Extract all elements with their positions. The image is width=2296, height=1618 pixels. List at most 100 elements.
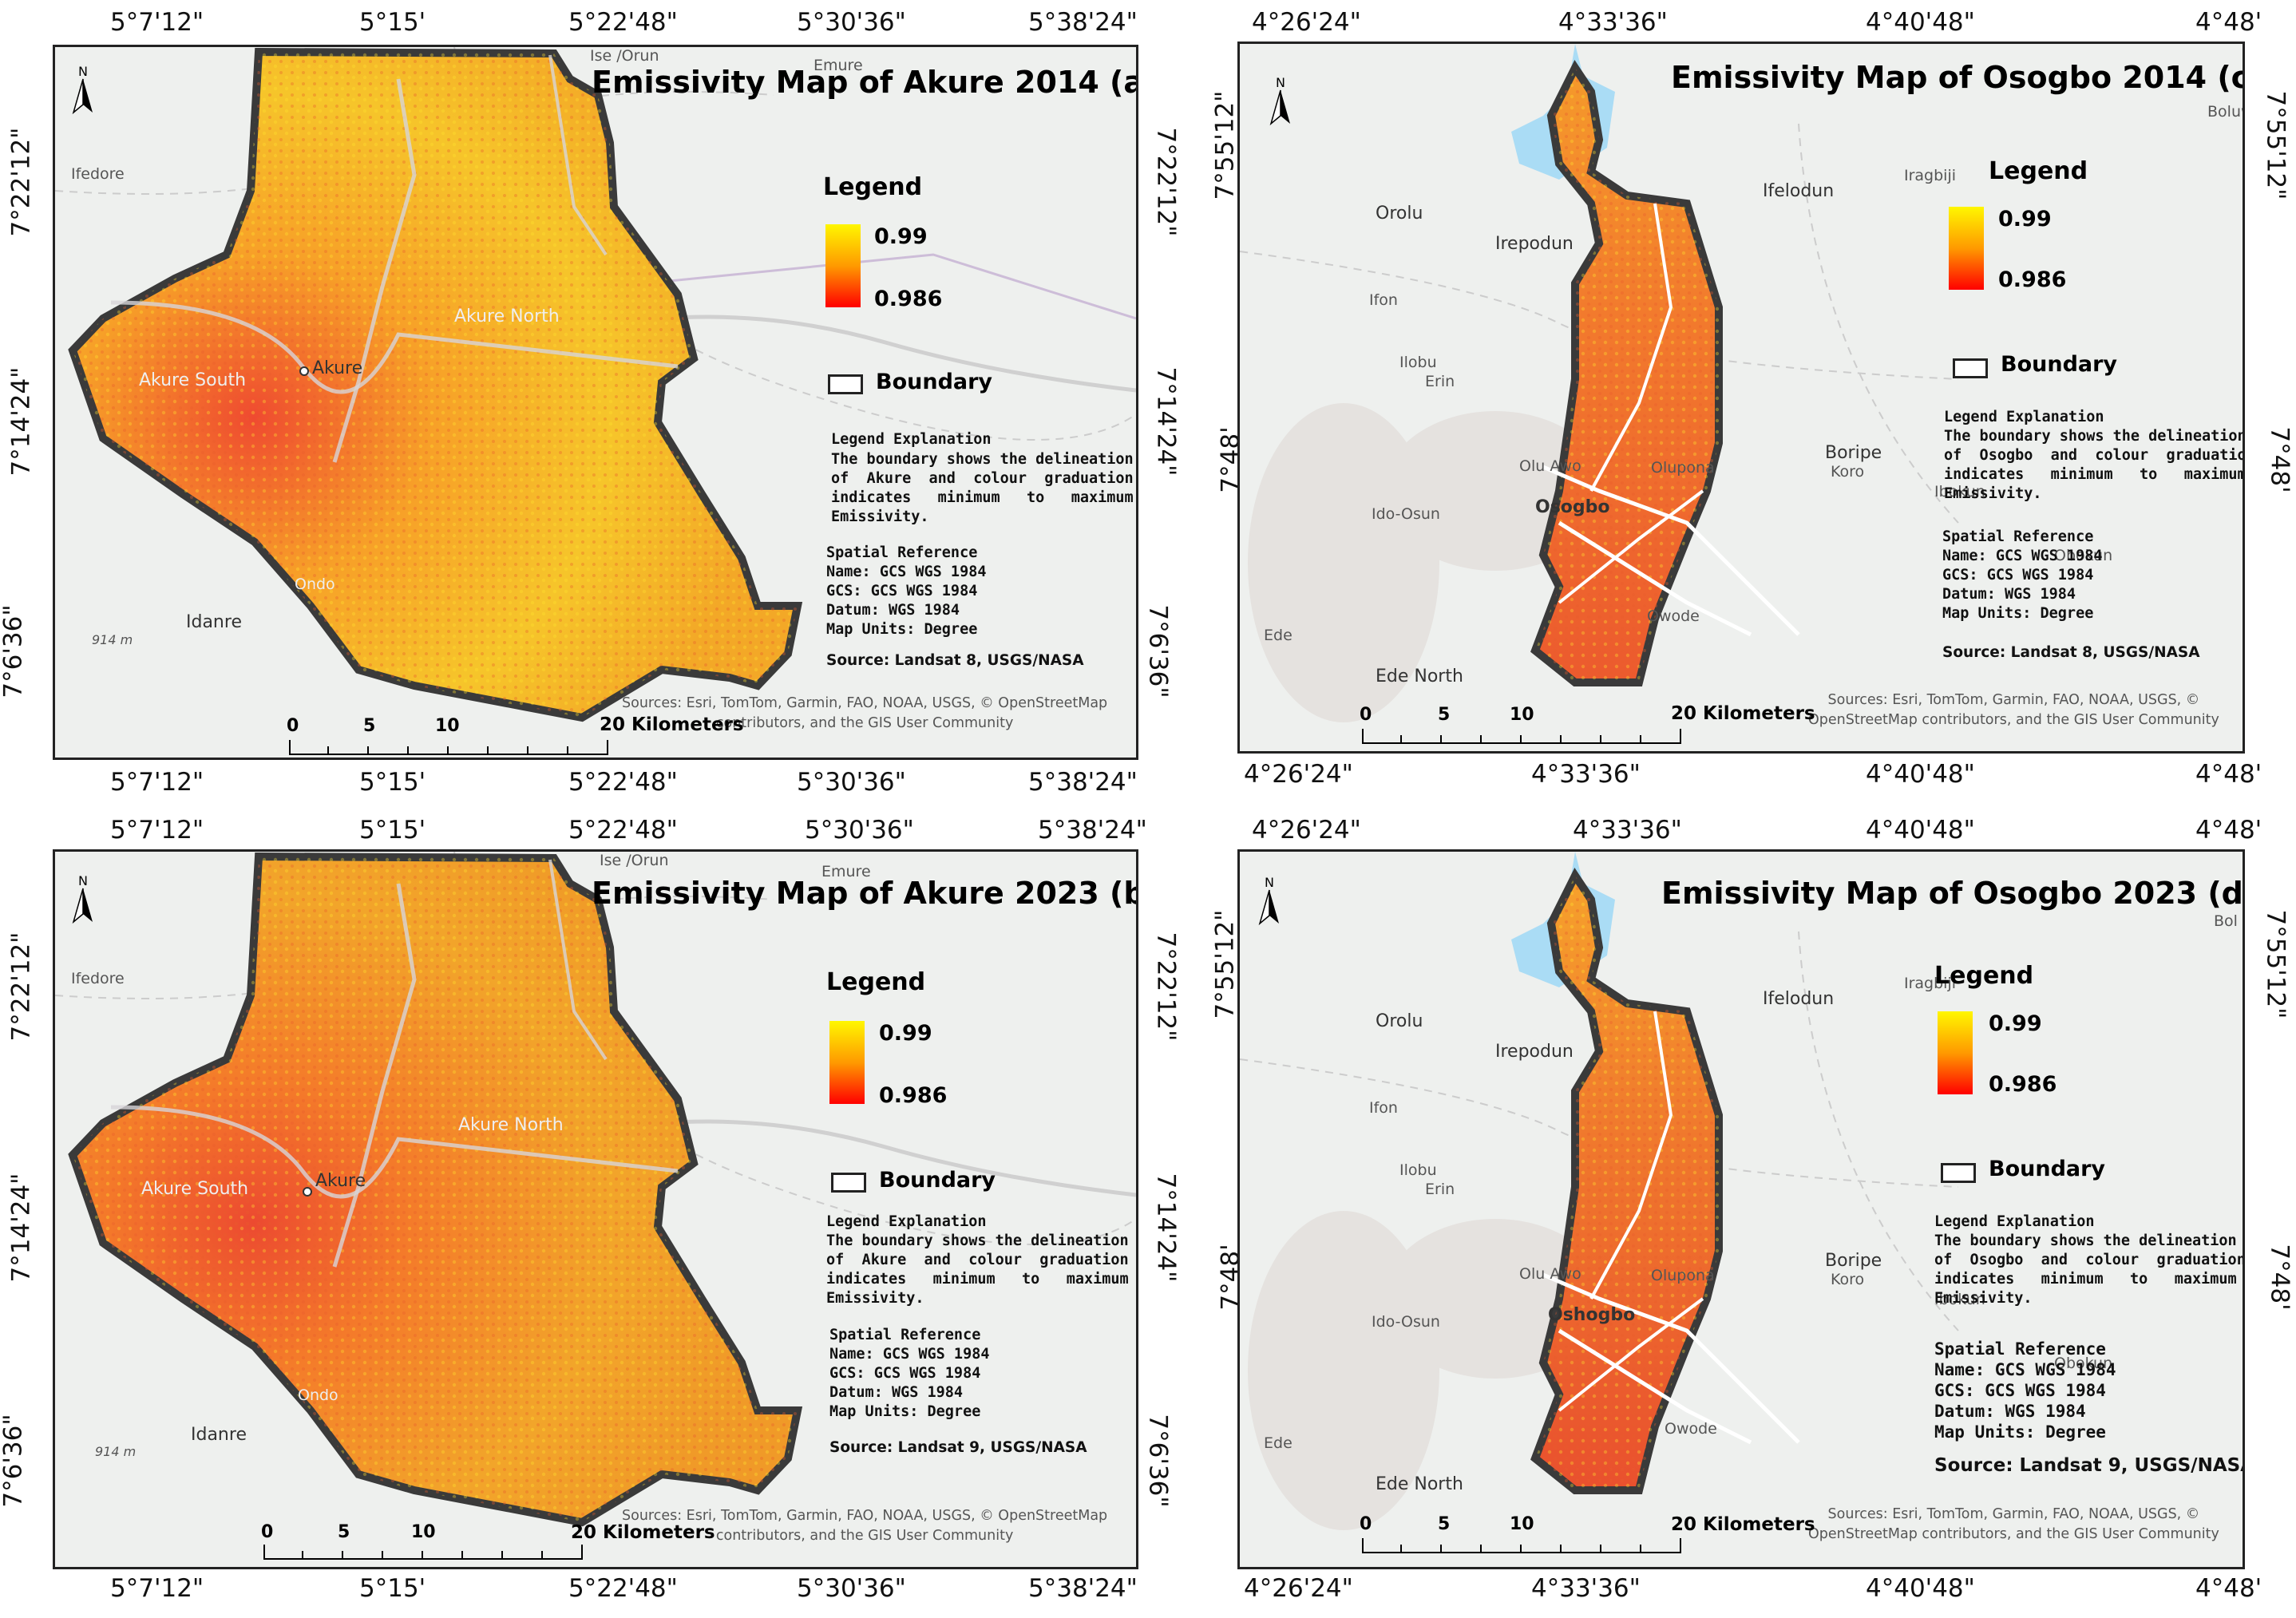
spatial-ref-line: Datum: WGS 1984 <box>829 1384 964 1401</box>
place-label: Ido-Osun <box>1372 1313 1440 1331</box>
legend-title: Legend <box>1934 962 2034 990</box>
svg-text:N: N <box>1276 76 1285 90</box>
place-label: Ede <box>1264 627 1292 644</box>
spatial-ref-head: Spatial Reference <box>1942 528 2094 545</box>
bottom-tick: 4°33'36" <box>1531 1574 1641 1603</box>
spatial-ref-line: Map Units: Degree <box>1934 1422 2106 1442</box>
place-label: Ise /Orun <box>590 47 659 65</box>
place-label: Ibokun <box>1934 1291 1985 1308</box>
place-label: Osogbo <box>1535 497 1610 517</box>
spatial-ref-line: GCS: GCS WGS 1984 <box>1934 1381 2106 1400</box>
legend-min: 0.986 <box>1998 267 2067 292</box>
place-label: Iragbiji <box>1904 167 1957 184</box>
bottom-tick: 5°38'24" <box>1028 1574 1138 1603</box>
scale-tick-label: 10 <box>1510 1514 1534 1534</box>
place-label: Oshogbo <box>1548 1305 1636 1325</box>
place-label: Orolu <box>1376 204 1423 224</box>
top-tick: 4°48' <box>2195 8 2262 37</box>
data-source: Source: Landsat 8, USGS/NASA <box>826 652 1084 669</box>
place-label: Ede <box>1264 1434 1292 1452</box>
place-label: 914 m <box>92 632 133 647</box>
map-credit: Sources: Esri, TomTom, Garmin, FAO, NOAA… <box>1808 690 2219 730</box>
data-source: Source: Landsat 9, USGS/NASA <box>829 1439 1087 1456</box>
scale-tick-label: 10 <box>435 716 460 736</box>
place-label: Erin <box>1425 373 1455 390</box>
scale-tick-label: 0 <box>1360 705 1372 725</box>
legend-explanation-body: The boundary shows the delineation of Os… <box>1934 1232 2245 1307</box>
legend-explanation-body: The boundary shows the delineation of Os… <box>1944 428 2245 502</box>
credit-line: Sources: Esri, TomTom, Garmin, FAO, NOAA… <box>622 695 1108 711</box>
top-tick: 5°38'24" <box>1028 8 1138 37</box>
right-tick: 7°6'36" <box>1143 604 1173 698</box>
place-label: Akure South <box>139 370 247 390</box>
place-label: Ondo <box>298 1387 338 1404</box>
legend-explanation-body: The boundary shows the delineation of Ak… <box>831 451 1134 525</box>
credit-line: Sources: Esri, TomTom, Garmin, FAO, NOAA… <box>1827 1506 2200 1522</box>
place-label: Owode <box>1665 1420 1717 1438</box>
place-label: Emure <box>821 863 871 880</box>
bottom-tick: 4°40'48" <box>1866 760 1975 789</box>
place-label: Akure North <box>458 1115 564 1135</box>
place-label: Boripe <box>1825 1251 1882 1271</box>
map-title: Emissivity Map of Osogbo 2023 (d) <box>1661 876 2245 911</box>
bottom-tick: 5°7'12" <box>110 1574 204 1603</box>
top-tick: 4°33'36" <box>1558 8 1668 37</box>
map-frame: Ise /Orun Emure Ifedore Akure North Akur… <box>53 849 1138 1569</box>
north-arrow-icon: N <box>71 874 95 930</box>
legend-explanation-head: Legend Explanation <box>1934 1213 2095 1230</box>
scale-tick-label: 5 <box>1438 705 1451 725</box>
svg-text:N: N <box>1265 876 1274 890</box>
left-tick: 7°55'12" <box>1210 90 1240 200</box>
bottom-tick: 5°22'48" <box>568 768 678 797</box>
place-label: Olu Awo <box>1519 457 1581 475</box>
spatial-ref-line: Name: GCS WGS 1984 <box>1942 548 2103 564</box>
map-canvas <box>1240 852 2243 1567</box>
legend-max: 0.99 <box>879 1021 932 1046</box>
data-source: Source: Landsat 8, USGS/NASA <box>1942 644 2200 661</box>
place-label: Bol <box>2214 912 2238 930</box>
map-frame: Ise /Orun Emure Ifedore Akure North Akur… <box>53 45 1138 760</box>
top-tick: 4°40'48" <box>1866 816 1975 845</box>
bottom-tick: 4°26'24" <box>1244 1574 1353 1603</box>
spatial-ref-line: Name: GCS WGS 1984 <box>829 1346 990 1363</box>
legend-boundary-swatch <box>828 374 863 394</box>
north-arrow-icon: N <box>1269 76 1292 132</box>
spatial-ref-line: Datum: WGS 1984 <box>1934 1402 2086 1421</box>
place-label: Akure <box>315 1171 366 1191</box>
legend-title: Legend <box>826 968 926 996</box>
place-label: Koro <box>1831 1271 1865 1288</box>
scale-tick-label: 0 <box>261 1522 274 1542</box>
legend-boundary-swatch <box>1941 1163 1976 1183</box>
legend-boundary-label: Boundary <box>876 370 993 394</box>
place-label: Akure <box>312 358 363 378</box>
place-label: Olu Awo <box>1519 1265 1581 1283</box>
left-tick: 7°55'12" <box>1210 909 1240 1019</box>
spatial-ref-head: Spatial Reference <box>826 544 978 561</box>
place-label: Ibokun <box>1934 483 1985 500</box>
map-title: Emissivity Map of Osogbo 2014 (c) <box>1671 60 2245 95</box>
spatial-ref-line: Map Units: Degree <box>826 621 978 638</box>
place-label: Ondo <box>295 576 335 593</box>
place-label: Ise /Orun <box>600 852 669 869</box>
credit-line: Sources: Esri, TomTom, Garmin, FAO, NOAA… <box>1827 692 2200 708</box>
map-canvas <box>1240 44 2243 751</box>
scale-tick-label: 0 <box>287 716 299 736</box>
place-label: Ilobu <box>1399 1161 1437 1179</box>
bottom-tick: 5°30'36" <box>797 1574 906 1603</box>
bottom-tick: 5°15' <box>359 768 426 797</box>
legend-colorbar <box>829 1021 865 1104</box>
bottom-tick: 5°15' <box>359 1574 426 1603</box>
top-tick: 5°7'12" <box>110 8 204 37</box>
spatial-ref-line: GCS: GCS WGS 1984 <box>826 583 978 599</box>
legend-colorbar <box>1949 207 1984 290</box>
top-tick: 5°22'48" <box>568 816 678 845</box>
scale-tick-label: 5 <box>338 1522 350 1542</box>
legend-boundary-label: Boundary <box>879 1168 996 1193</box>
top-tick: 4°33'36" <box>1573 816 1682 845</box>
legend-min: 0.986 <box>879 1083 948 1108</box>
bottom-tick: 5°7'12" <box>110 768 204 797</box>
scale-tick-label: 10 <box>1510 705 1534 725</box>
spatial-ref-line: Datum: WGS 1984 <box>1942 586 2076 603</box>
right-tick: 7°22'12" <box>1151 127 1181 237</box>
scale-unit-label: 20 Kilometers <box>600 714 744 735</box>
